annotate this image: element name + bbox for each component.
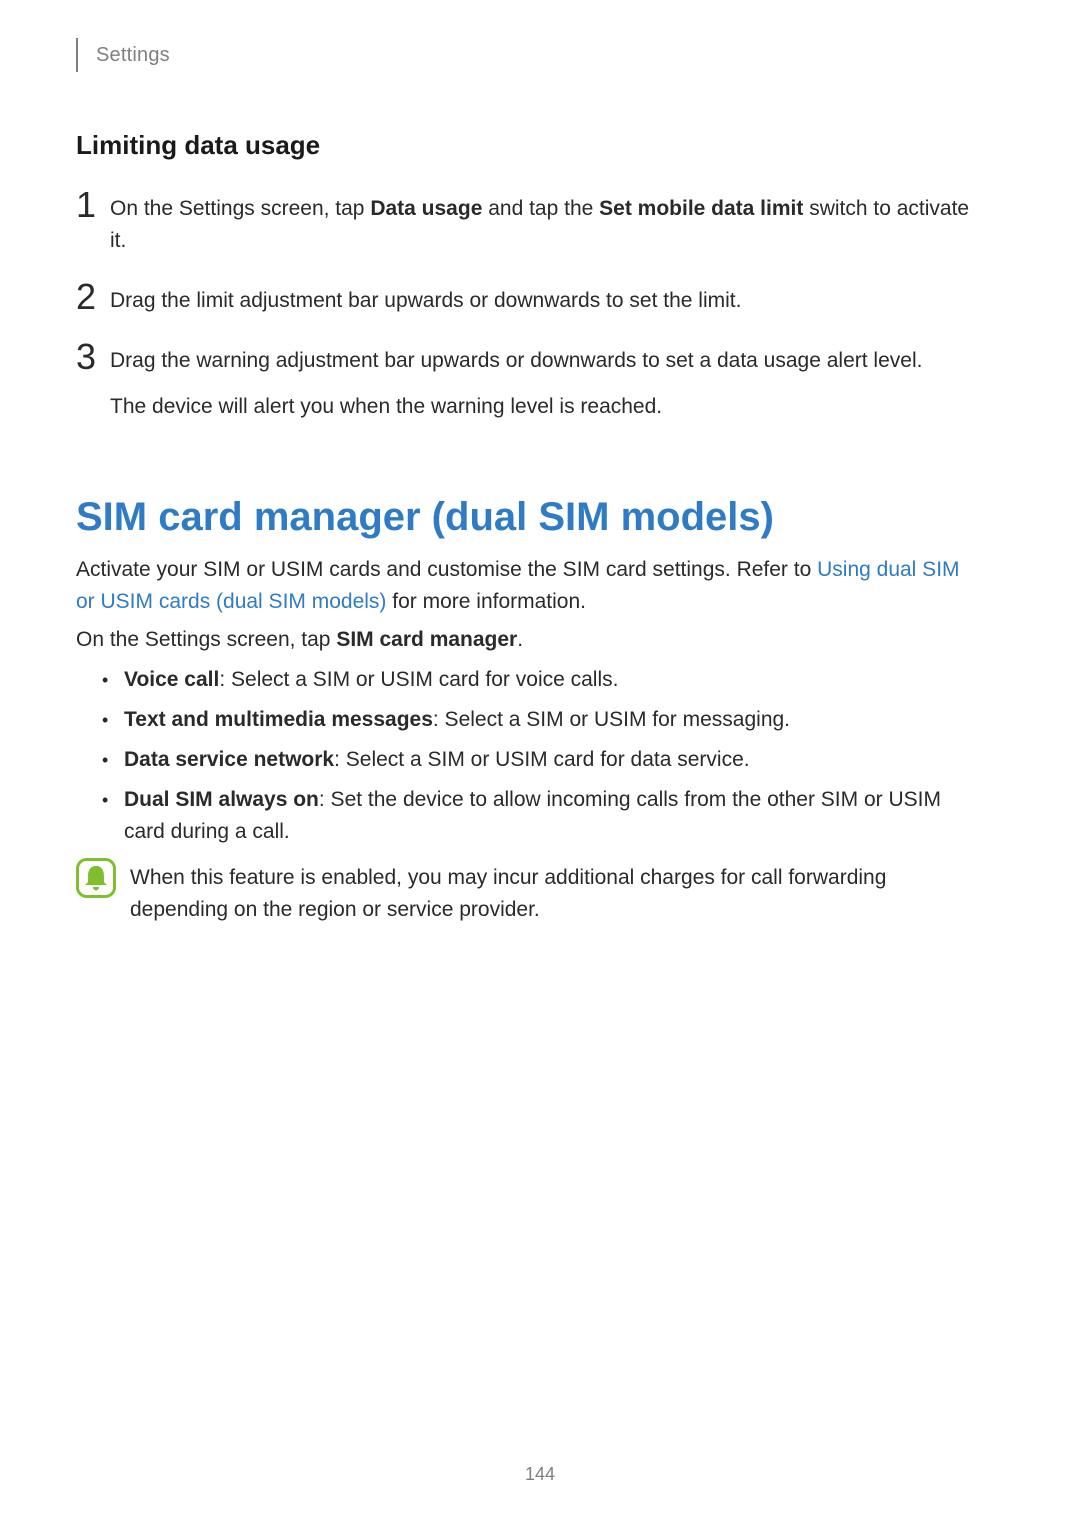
step-number: 3: [76, 339, 110, 375]
page-number: 144: [0, 1464, 1080, 1485]
step-text-secondary: The device will alert you when the warni…: [110, 391, 972, 423]
step-3: 3 Drag the warning adjustment bar upward…: [76, 343, 972, 423]
note-text: When this feature is enabled, you may in…: [130, 858, 972, 926]
section-heading-limiting-data-usage: Limiting data usage: [76, 130, 972, 161]
bell-icon: [76, 858, 116, 898]
bullet-list: Voice call: Select a SIM or USIM card fo…: [76, 664, 972, 848]
bold-run: SIM card manager: [336, 628, 517, 651]
text-run: for more information.: [386, 590, 586, 613]
chapter-header: Settings: [76, 38, 972, 72]
bold-run: Set mobile data limit: [599, 197, 803, 220]
list-item: Data service network: Select a SIM or US…: [102, 744, 972, 776]
step-text: Drag the warning adjustment bar upwards …: [110, 343, 972, 423]
manual-page: Settings Limiting data usage 1 On the Se…: [0, 0, 1080, 1527]
text-run: : Select a SIM or USIM for messaging.: [433, 708, 790, 731]
bold-run: Voice call: [124, 668, 219, 691]
bold-run: Dual SIM always on: [124, 788, 319, 811]
text-run: : Select a SIM or USIM card for data ser…: [334, 748, 749, 771]
section-heading-sim-card-manager: SIM card manager (dual SIM models): [76, 495, 972, 540]
list-item: Dual SIM always on: Set the device to al…: [102, 784, 972, 848]
chapter-title: Settings: [96, 44, 170, 67]
bold-run: Data service network: [124, 748, 334, 771]
bold-run: Data usage: [370, 197, 482, 220]
step-text: On the Settings screen, tap Data usage a…: [110, 191, 972, 257]
intro-paragraph: Activate your SIM or USIM cards and cust…: [76, 554, 972, 618]
step-text: Drag the limit adjustment bar upwards or…: [110, 283, 972, 317]
text-run: On the Settings screen, tap: [110, 197, 370, 220]
step-2: 2 Drag the limit adjustment bar upwards …: [76, 283, 972, 317]
numbered-steps: 1 On the Settings screen, tap Data usage…: [76, 191, 972, 423]
bold-run: Text and multimedia messages: [124, 708, 433, 731]
text-run: On the Settings screen, tap: [76, 628, 336, 651]
nav-instruction: On the Settings screen, tap SIM card man…: [76, 624, 972, 656]
step-number: 1: [76, 187, 110, 223]
text-run: .: [517, 628, 523, 651]
text-run: Activate your SIM or USIM cards and cust…: [76, 558, 817, 581]
text-run: and tap the: [482, 197, 599, 220]
note-callout: When this feature is enabled, you may in…: [76, 858, 972, 926]
step-1: 1 On the Settings screen, tap Data usage…: [76, 191, 972, 257]
text-run: Drag the warning adjustment bar upwards …: [110, 349, 922, 372]
list-item: Text and multimedia messages: Select a S…: [102, 704, 972, 736]
text-run: : Select a SIM or USIM card for voice ca…: [219, 668, 618, 691]
step-number: 2: [76, 279, 110, 315]
list-item: Voice call: Select a SIM or USIM card fo…: [102, 664, 972, 696]
